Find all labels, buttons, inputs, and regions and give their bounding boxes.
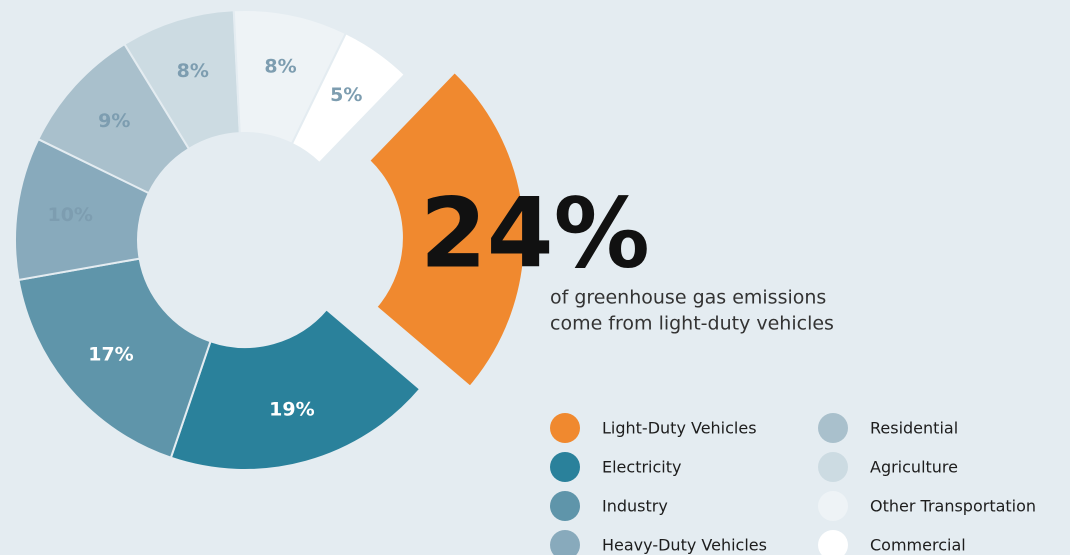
pie-slice — [290, 31, 407, 165]
legend-label: Electricity — [602, 458, 681, 477]
legend-swatch — [818, 530, 848, 555]
legend-label: Heavy-Duty Vehicles — [602, 536, 767, 555]
legend-label: Industry — [602, 497, 668, 516]
pie-slice — [169, 307, 422, 471]
legend-swatch — [550, 491, 580, 521]
legend-label: Other Transportation — [870, 497, 1036, 516]
legend-swatch — [818, 452, 848, 482]
callout-value: 24% — [420, 177, 650, 289]
legend-label: Residential — [870, 419, 958, 438]
slice-label: 9% — [98, 110, 130, 132]
legend-swatch — [550, 452, 580, 482]
slice-label: 8% — [177, 60, 209, 82]
slice-label: 19% — [269, 399, 314, 421]
legend-label: Commercial — [870, 536, 966, 555]
legend-swatch — [550, 530, 580, 555]
legend-label: Agriculture — [870, 458, 958, 477]
slice-label: 8% — [264, 56, 296, 78]
legend-label: Light-Duty Vehicles — [602, 419, 757, 438]
callout-text: come from light-duty vehicles — [550, 313, 834, 335]
legend-swatch — [550, 413, 580, 443]
pie-slice — [17, 257, 212, 459]
slice-label: 17% — [88, 343, 133, 365]
slice-label: 10% — [47, 204, 92, 226]
slice-label: 5% — [330, 84, 362, 106]
legend-swatch — [818, 413, 848, 443]
callout-text: of greenhouse gas emissions — [550, 287, 826, 309]
legend-swatch — [818, 491, 848, 521]
pie-slice — [367, 70, 526, 389]
